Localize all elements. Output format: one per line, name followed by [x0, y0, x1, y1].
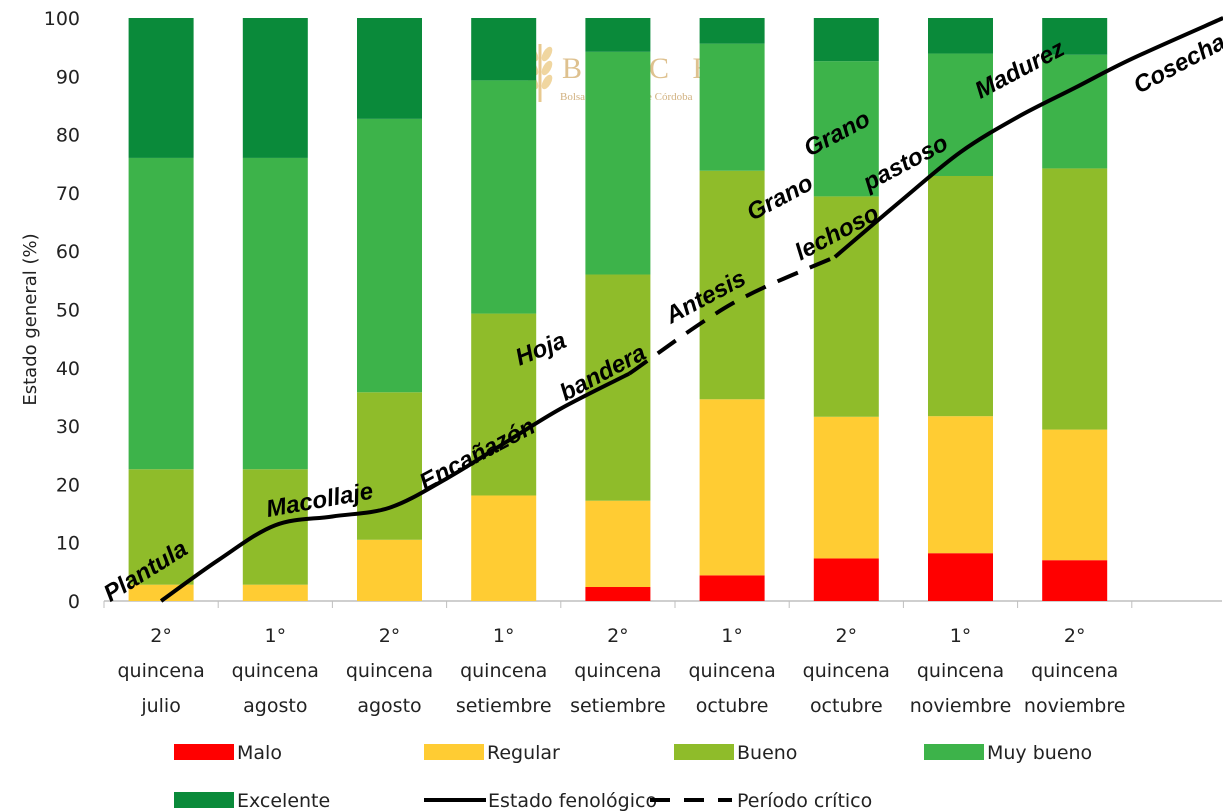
bar-segment-regular: [813, 416, 879, 559]
bar-segment-muy-bueno: [128, 157, 194, 470]
x-tick-label: quincena: [917, 660, 1004, 682]
legend-label-período-crítico: Período crítico: [737, 790, 872, 812]
legend-swatch-bueno: [674, 744, 734, 760]
bar-segment-muy-bueno: [813, 61, 879, 197]
legend-label-excelente: Excelente: [237, 790, 330, 812]
x-tick-label: quincena: [346, 660, 433, 682]
x-tick-label: 1°: [493, 625, 515, 647]
y-tick-label: 10: [56, 533, 80, 555]
x-tick-label: 2°: [379, 625, 401, 647]
y-tick-label: 100: [44, 8, 80, 30]
bar-segment-bueno: [813, 196, 879, 417]
bar-segment-regular: [471, 495, 537, 601]
x-tick-label: agosto: [243, 695, 307, 717]
x-tick-label: quincena: [688, 660, 775, 682]
legend-label-regular: Regular: [487, 742, 560, 764]
bar-segment-excelente: [471, 18, 537, 81]
bar-segment-excelente: [1042, 18, 1108, 55]
bar-segment-excelente: [128, 18, 194, 158]
legend-label-bueno: Bueno: [737, 742, 797, 764]
bar-segment-excelente: [813, 18, 879, 62]
y-tick-label: 70: [56, 183, 80, 205]
bar-segment-bueno: [1042, 168, 1108, 430]
x-tick-label: 2°: [836, 625, 858, 647]
bar-segment-bueno: [585, 274, 651, 501]
y-tick-label: 20: [56, 474, 80, 496]
bar-segment-malo: [585, 587, 651, 601]
bar-segment-malo: [699, 575, 765, 601]
bar-segment-regular: [242, 584, 308, 601]
bar-segment-excelente: [585, 18, 651, 52]
y-tick-label: 40: [56, 358, 80, 380]
bar-segment-excelente: [699, 18, 765, 44]
bar-segment-muy-bueno: [242, 157, 308, 470]
legend-swatch-regular: [424, 744, 484, 760]
x-tick-label: agosto: [357, 695, 421, 717]
x-tick-label: 2°: [150, 625, 172, 647]
bar-segment-muy-bueno: [585, 51, 651, 275]
x-tick-label: quincena: [232, 660, 319, 682]
bar-segment-excelente: [357, 18, 422, 119]
bar-segment-bueno: [471, 313, 537, 496]
bar-segment-muy-bueno: [1042, 54, 1108, 169]
x-tick-label: 2°: [607, 625, 629, 647]
bar-segment-malo: [813, 558, 879, 601]
bar-segment-bueno: [699, 170, 765, 400]
bar-segment-excelente: [928, 18, 993, 54]
legend-label-malo: Malo: [237, 742, 282, 764]
y-tick-label: 80: [56, 125, 80, 147]
periodo-critico-line: [628, 255, 836, 376]
bar-segment-excelente: [242, 18, 308, 158]
estado-fenologico-line: [833, 16, 1223, 259]
x-tick-label: setiembre: [570, 695, 666, 717]
x-tick-label: noviembre: [910, 695, 1012, 717]
x-tick-label: quincena: [117, 660, 204, 682]
legend-swatch-excelente: [174, 792, 234, 808]
bar-segment-muy-bueno: [471, 80, 537, 314]
x-tick-label: quincena: [803, 660, 890, 682]
bar-segment-muy-bueno: [928, 53, 993, 176]
legend-label-muy-bueno: Muy bueno: [987, 742, 1092, 764]
y-tick-label: 50: [56, 300, 80, 322]
bar-segment-regular: [357, 539, 422, 601]
estado-fenologico-line: [159, 371, 631, 603]
x-tick-label: 1°: [265, 625, 287, 647]
y-axis-label: Estado general (%): [20, 233, 41, 405]
bar-segment-regular: [585, 500, 651, 588]
legend-swatch-muy-bueno: [924, 744, 984, 760]
bar-segment-regular: [699, 399, 765, 576]
legend-swatch-malo: [174, 744, 234, 760]
x-tick-label: setiembre: [456, 695, 552, 717]
bar-segment-muy-bueno: [357, 118, 422, 393]
y-tick-label: 60: [56, 241, 80, 263]
bar-segment-malo: [1042, 560, 1108, 601]
x-tick-label: 1°: [721, 625, 743, 647]
x-tick-label: octubre: [810, 695, 883, 717]
x-tick-label: quincena: [1031, 660, 1118, 682]
bar-segment-malo: [928, 553, 993, 601]
x-tick-label: 2°: [1064, 625, 1086, 647]
legend-label-estado-fenológico: Estado fenológico: [488, 790, 657, 812]
x-tick-label: julio: [140, 695, 181, 717]
y-tick-label: 0: [68, 591, 80, 613]
x-tick-label: octubre: [696, 695, 769, 717]
bar-segment-regular: [1042, 429, 1108, 561]
x-tick-label: quincena: [460, 660, 547, 682]
x-tick-label: noviembre: [1024, 695, 1126, 717]
bar-segment-bueno: [357, 392, 422, 540]
x-tick-label: 1°: [950, 625, 972, 647]
bar-segment-muy-bueno: [699, 43, 765, 171]
y-tick-label: 90: [56, 66, 80, 88]
bar-segment-regular: [928, 416, 993, 554]
bar-segment-bueno: [928, 175, 993, 417]
x-tick-label: quincena: [574, 660, 661, 682]
y-tick-label: 30: [56, 416, 80, 438]
bar-segment-bueno: [128, 469, 194, 585]
